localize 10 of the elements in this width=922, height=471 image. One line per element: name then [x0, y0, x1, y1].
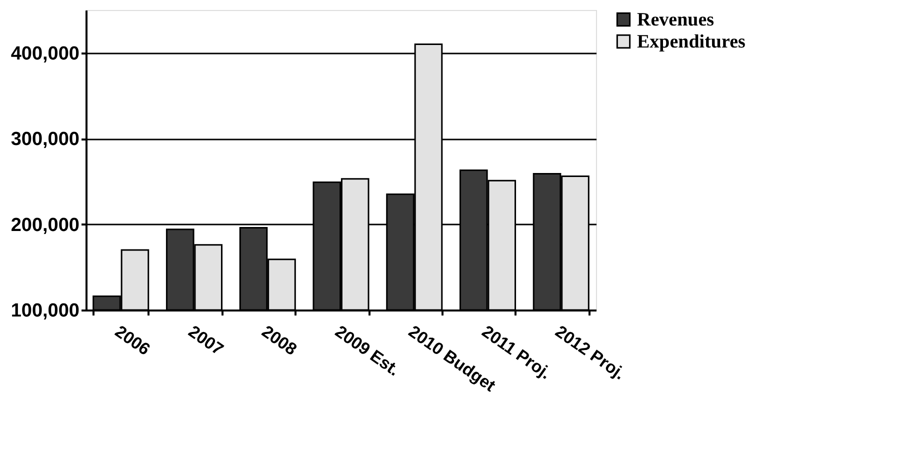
y-tick-label: 100,000	[10, 300, 80, 322]
x-tick-label: 2008	[258, 322, 300, 360]
y-tick-label: 200,000	[10, 214, 80, 236]
x-tick-label: 2009 Est.	[332, 322, 404, 380]
y-tick-label: 300,000	[10, 129, 80, 150]
x-tick-label: 2006	[112, 322, 154, 360]
x-tick-label: 2007	[184, 322, 227, 360]
y-tick-label: 400,000	[10, 43, 80, 64]
legend-label: Expenditures	[637, 32, 746, 52]
legend-label: Revenues	[637, 10, 714, 30]
